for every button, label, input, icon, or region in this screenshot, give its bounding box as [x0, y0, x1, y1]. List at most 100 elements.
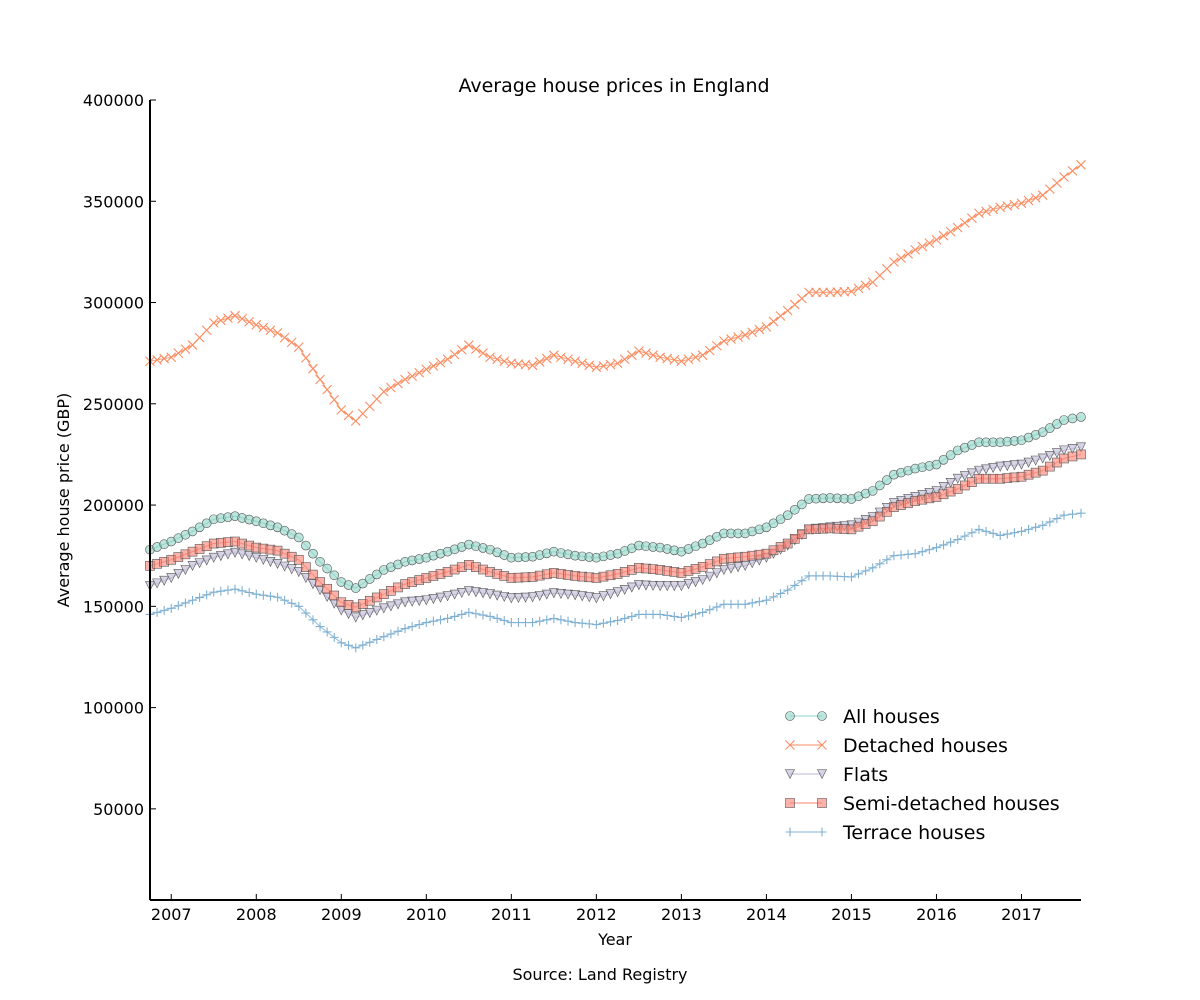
data-point [421, 595, 432, 606]
data-point [662, 610, 672, 620]
data-point [549, 613, 559, 623]
data-point [272, 328, 283, 338]
data-point [648, 350, 658, 361]
data-point [768, 316, 779, 327]
data-point [286, 337, 297, 348]
data-point [1044, 184, 1055, 195]
data-point [790, 580, 800, 590]
data-point [364, 608, 375, 619]
data-point [861, 566, 871, 576]
legend-marker [817, 711, 827, 721]
data-point [166, 352, 177, 363]
data-point [265, 556, 276, 567]
data-point [534, 591, 545, 602]
data-point [598, 618, 608, 628]
data-point [683, 579, 694, 590]
data-point [400, 624, 410, 634]
x-tick-label: 2017 [1001, 905, 1042, 924]
data-point [924, 488, 935, 499]
data-point [371, 569, 382, 580]
data-point [938, 455, 949, 465]
data-point [357, 578, 368, 589]
data-point [577, 618, 587, 628]
data-point [1076, 159, 1086, 170]
data-point [966, 213, 977, 224]
data-point [952, 473, 963, 484]
data-point [613, 616, 623, 626]
y-tick-label: 150000 [83, 597, 144, 616]
data-point [435, 592, 446, 603]
series-line [149, 416, 1082, 589]
data-point [903, 549, 913, 559]
data-point [726, 334, 736, 344]
data-point [1037, 190, 1048, 201]
legend-marker [817, 798, 827, 808]
data-point [1009, 528, 1019, 538]
legend-item: Semi-detached houses [785, 793, 1060, 815]
data-point [478, 588, 488, 599]
data-point [456, 344, 467, 355]
data-point [1051, 448, 1062, 459]
data-point [336, 638, 346, 648]
data-point [180, 344, 191, 355]
data-point [351, 643, 361, 653]
data-point [1059, 510, 1069, 520]
data-point [308, 548, 318, 559]
data-point [556, 352, 566, 363]
data-point [265, 325, 276, 336]
data-point [761, 595, 771, 605]
data-point [350, 612, 361, 623]
data-point [768, 518, 779, 529]
data-point [450, 611, 460, 621]
data-point [1052, 514, 1062, 524]
data-point [463, 340, 474, 350]
data-point [542, 615, 552, 625]
x-tick-label: 2013 [661, 905, 702, 924]
x-axis: 2007 2008 2009 2010 2011 2012 2013 2014 2015 2016… [150, 894, 1081, 924]
data-point [322, 384, 333, 395]
data-point [520, 592, 531, 603]
data-point [506, 593, 517, 604]
data-point [959, 217, 970, 228]
data-point [230, 547, 241, 558]
data-point [378, 603, 389, 614]
data-point [981, 526, 991, 536]
data-point [428, 594, 439, 605]
x-axis-label: Year [597, 930, 632, 949]
data-point [733, 332, 743, 342]
data-point [293, 567, 304, 578]
data-point [499, 616, 509, 626]
data-point [300, 353, 311, 363]
data-point [853, 283, 864, 294]
data-point [683, 354, 694, 365]
data-point [329, 632, 339, 642]
legend-label: Terrace houses [842, 822, 985, 844]
data-point [995, 461, 1006, 472]
data-point [1002, 461, 1013, 472]
data-point [917, 241, 928, 252]
series-all-houses [145, 412, 1086, 593]
data-point [492, 613, 502, 623]
data-point [782, 510, 793, 520]
data-point [1059, 453, 1069, 464]
y-tick-label: 200000 [83, 496, 144, 515]
data-point [626, 350, 637, 361]
plot-area [145, 159, 1086, 653]
data-point [442, 354, 453, 365]
data-point [485, 611, 495, 621]
data-point [378, 386, 389, 397]
data-point [1002, 529, 1012, 539]
data-point [1030, 455, 1041, 466]
x-tick-label: 2011 [491, 905, 532, 924]
data-point [279, 332, 290, 343]
y-tick-label: 50000 [93, 800, 144, 819]
source-note: Source: Land Registry [512, 965, 687, 984]
data-point [889, 551, 899, 561]
y-tick-label: 300000 [83, 294, 144, 313]
data-point [676, 356, 687, 367]
data-point [633, 580, 644, 591]
x-tick-label: 2007 [151, 905, 192, 924]
data-point [782, 305, 793, 316]
data-point [322, 627, 332, 637]
data-point [584, 619, 594, 629]
